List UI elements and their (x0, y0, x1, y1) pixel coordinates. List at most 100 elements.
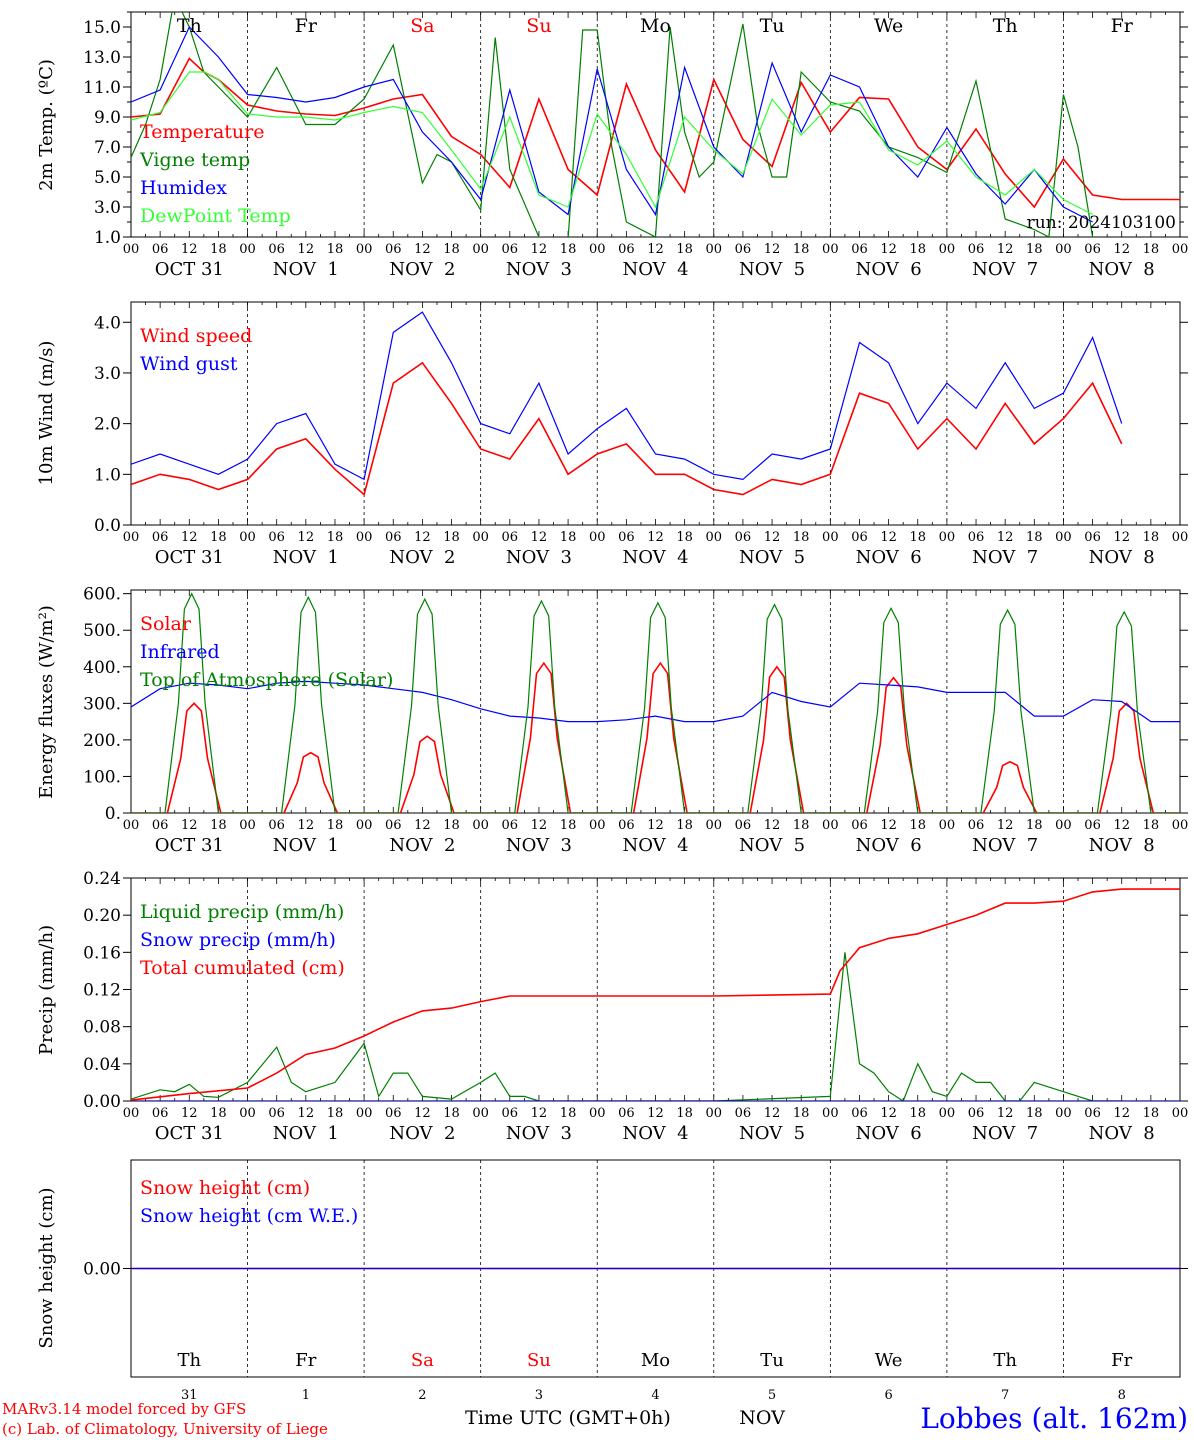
day-number-label: 2 (418, 1388, 426, 1403)
legend-snow-height-cm: Snow height (cm) (140, 1177, 310, 1199)
hour-tick-label: 12 (764, 242, 781, 257)
hour-tick-label: 12 (880, 1106, 897, 1121)
date-label: OCT 31 (155, 259, 224, 280)
legend-vigne-temp: Vigne temp (139, 149, 250, 171)
hour-tick-label: 18 (1026, 818, 1043, 833)
hour-tick-label: 06 (618, 1106, 635, 1121)
hour-tick-label: 06 (268, 1106, 285, 1121)
hour-tick-label: 18 (443, 530, 460, 545)
y-tick-label: 0.20 (83, 906, 121, 926)
hour-tick-label: 06 (502, 818, 519, 833)
date-label: NOV 2 (389, 259, 455, 280)
weekday-label: Th (177, 1350, 201, 1371)
hour-tick-label: 00 (822, 818, 839, 833)
hour-tick-label: 06 (152, 1106, 169, 1121)
station-label: Lobbes (alt. 162m) (920, 1402, 1188, 1435)
hour-tick-label: 18 (1143, 1106, 1160, 1121)
hour-tick-label: 12 (647, 818, 664, 833)
hour-tick-label: 06 (851, 1106, 868, 1121)
legend-temperature: Temperature (140, 121, 264, 143)
hour-tick-label: 12 (531, 530, 548, 545)
hour-tick-label: 00 (123, 818, 140, 833)
date-label: NOV 3 (506, 835, 572, 856)
hour-tick-label: 00 (589, 818, 606, 833)
date-label: NOV 1 (273, 547, 339, 568)
date-label: NOV 1 (273, 1123, 339, 1144)
hour-tick-label: 18 (909, 242, 926, 257)
y-tick-label: 4.0 (94, 313, 121, 333)
hour-tick-label: 06 (268, 242, 285, 257)
hour-tick-label: 06 (735, 818, 752, 833)
hour-tick-label: 18 (443, 242, 460, 257)
y-tick-label: 0.08 (83, 1018, 121, 1038)
weekday-label: Th (177, 15, 202, 37)
hour-tick-label: 00 (239, 1106, 256, 1121)
y-tick-label: 5.0 (94, 168, 121, 188)
hour-tick-label: 12 (181, 242, 198, 257)
hour-tick-label: 00 (239, 530, 256, 545)
y-tick-label: 400. (83, 658, 121, 678)
hour-tick-label: 00 (589, 530, 606, 545)
y-tick-label: 7.0 (94, 138, 121, 158)
hour-tick-label: 06 (385, 1106, 402, 1121)
series-group (131, 12, 1180, 237)
series-line-total-cumulated-cm (131, 888, 1180, 1101)
y-tick-label: 0.24 (83, 869, 121, 889)
date-label: NOV 1 (273, 259, 339, 280)
hour-tick-label: 18 (1026, 530, 1043, 545)
date-label: NOV 7 (972, 259, 1038, 280)
hour-tick-label: 00 (939, 818, 956, 833)
weekday-label: Su (527, 1350, 551, 1371)
date-label: OCT 31 (155, 835, 224, 856)
y-tick-label: 300. (83, 694, 121, 714)
hour-tick-label: 18 (560, 1106, 577, 1121)
hour-tick-label: 18 (909, 1106, 926, 1121)
hour-tick-label: 18 (1143, 242, 1160, 257)
hour-tick-label: 12 (181, 1106, 198, 1121)
weekday-label: Th (993, 1350, 1017, 1371)
hour-tick-label: 06 (1084, 242, 1101, 257)
y-tick-label: 0.00 (83, 1260, 121, 1280)
y-axis-title: 10m Wind (m/s) (36, 341, 57, 486)
weekday-label: We (875, 1350, 903, 1371)
weekday-label: Tu (760, 15, 785, 37)
hour-tick-label: 12 (1113, 242, 1130, 257)
series-line-humidex (131, 25, 1093, 223)
date-label: NOV 3 (506, 259, 572, 280)
hour-tick-label: 06 (502, 530, 519, 545)
hour-tick-label: 12 (880, 242, 897, 257)
hour-tick-label: 06 (152, 530, 169, 545)
hour-tick-label: 06 (268, 818, 285, 833)
hour-tick-label: 00 (939, 530, 956, 545)
hour-tick-label: 00 (472, 818, 489, 833)
legend-top-of-atmosphere-solar: Top of Atmosphere (Solar) (140, 669, 393, 691)
hour-tick-label: 12 (298, 818, 315, 833)
date-label: NOV 2 (389, 547, 455, 568)
y-tick-label: 2.0 (94, 415, 121, 435)
hour-tick-label: 00 (123, 242, 140, 257)
hour-tick-label: 00 (239, 818, 256, 833)
series-line-temperature (131, 57, 1180, 209)
date-label: NOV 5 (739, 835, 805, 856)
hour-tick-label: 18 (676, 1106, 693, 1121)
date-label: NOV 4 (622, 259, 688, 280)
date-label: NOV 3 (506, 547, 572, 568)
hour-tick-label: 12 (764, 530, 781, 545)
y-tick-label: 0.12 (83, 981, 121, 1001)
date-label: NOV 8 (1089, 1123, 1155, 1144)
hour-tick-label: 00 (1055, 530, 1072, 545)
series-group (131, 592, 1180, 813)
hour-tick-label: 18 (1026, 1106, 1043, 1121)
hour-tick-label: 00 (1055, 1106, 1072, 1121)
hour-tick-label: 12 (647, 242, 664, 257)
hour-tick-label: 00 (589, 1106, 606, 1121)
hour-tick-label: 00 (706, 242, 723, 257)
hour-tick-label: 18 (327, 818, 344, 833)
hour-tick-label: 12 (1113, 818, 1130, 833)
hour-tick-label: 00 (472, 530, 489, 545)
series-line-top-of-atmosphere-solar (131, 592, 1180, 813)
hour-tick-label: 06 (1084, 1106, 1101, 1121)
hour-tick-label: 12 (414, 1106, 431, 1121)
weekday-label: Tu (760, 1350, 784, 1371)
hour-tick-label: 12 (1113, 1106, 1130, 1121)
